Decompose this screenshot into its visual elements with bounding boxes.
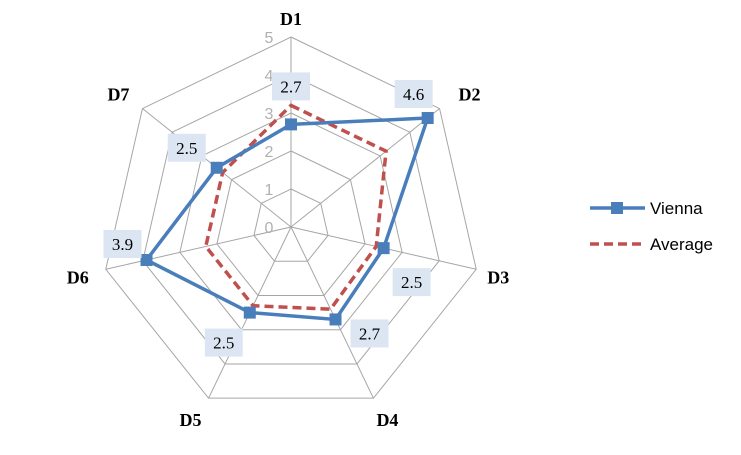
tick-label: 0 [265, 220, 274, 237]
data-label: 2.7 [359, 324, 381, 343]
data-label: 2.7 [280, 77, 302, 96]
axis-label-d1: D1 [280, 9, 302, 29]
data-label: 2.5 [213, 334, 234, 353]
axis-label-d3: D3 [487, 267, 509, 287]
grid-spoke [290, 108, 440, 228]
legend-label-vienna: Vienna [650, 199, 703, 218]
series-layer [140, 103, 434, 326]
grid-ring [253, 188, 329, 262]
vienna-point-marker [285, 118, 297, 131]
data-label-layer: 2.7 4.6 2.5 2.7 2.5 3.9 2.5 [103, 72, 433, 357]
axis-label-d4: D4 [376, 410, 398, 430]
vienna-point-marker [377, 242, 390, 255]
axis-label-d5: D5 [180, 410, 202, 430]
legend: Vienna Average [590, 199, 713, 254]
axis-label-d6: D6 [67, 267, 89, 287]
axis-label-layer: D1 D2 D3 D4 D5 D6 D7 [67, 9, 509, 430]
data-label-box [272, 72, 310, 101]
legend-label-average: Average [650, 235, 713, 254]
data-label-box [394, 80, 433, 109]
tick-label-layer: 0 1 2 3 4 5 [265, 30, 274, 237]
data-label-box [167, 133, 206, 162]
data-label-box [204, 328, 243, 357]
data-label: 3.9 [112, 235, 133, 254]
tick-label: 4 [265, 68, 274, 85]
series-line-average [203, 103, 388, 311]
grid-spoke [105, 226, 292, 270]
tick-label: 2 [265, 144, 274, 161]
tick-label: 5 [265, 30, 274, 47]
axis-label-d7: D7 [107, 85, 129, 105]
data-label: 2.5 [176, 139, 197, 158]
vienna-point-marker [329, 313, 342, 326]
grid-ring [105, 36, 477, 399]
data-label-box [103, 229, 142, 258]
legend-marker-vienna [611, 202, 623, 214]
grid-ring [216, 150, 366, 296]
vienna-point-marker [140, 253, 153, 266]
vienna-point-marker [243, 306, 256, 319]
data-label-box [392, 268, 431, 297]
tick-label: 1 [265, 182, 274, 199]
grid-spoke [290, 226, 374, 399]
vienna-point-marker [210, 161, 223, 174]
vienna-point-marker [421, 112, 434, 125]
data-label: 4.6 [403, 85, 424, 104]
tick-label: 3 [265, 106, 274, 123]
data-label-box [350, 319, 389, 348]
axis-label-d2: D2 [459, 85, 481, 105]
series-line-vienna [143, 116, 431, 322]
data-label: 2.5 [401, 273, 422, 292]
